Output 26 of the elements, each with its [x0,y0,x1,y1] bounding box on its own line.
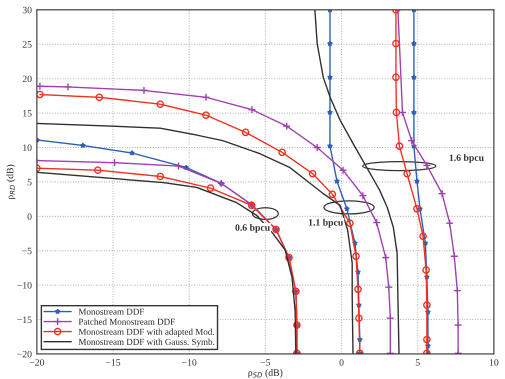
x-tick-label: −5 [260,359,270,366]
y-tick-label: −5 [22,248,32,254]
y-tick-label: 5 [28,178,32,186]
legend-label: Monostream DDF with adapted Mod. [78,328,214,337]
x-tick-label: 0 [339,359,344,366]
legend-label: Monostream DDF [78,308,144,315]
y-tick-label: 30 [22,6,32,14]
x-axis-title: ρ$_{SD}$ (dB) [248,369,282,378]
y-tick-label: −20 [17,350,32,358]
annotation: 1.1 bpcu [308,218,344,228]
x-tick-label: −10 [182,359,196,366]
y-tick-label: −15 [17,316,32,324]
legend-label: Monostream DDF with Gauss. Symb. [78,338,214,347]
annotation: 1.6 bpcu [450,154,484,163]
x-tick-label: −15 [106,359,120,366]
legend-label: Patched Monostream DDF [78,318,175,325]
x-tick-label: 10 [490,359,498,366]
y-axis-title: ρ$_{RD}$ (dB) [6,164,16,200]
y-tick-label: 10 [23,144,32,151]
y-tick-label: 0 [28,213,32,220]
y-tick-label: 15 [23,110,32,117]
y-tick-label: 20 [22,76,32,82]
y-tick-label: 25 [22,41,32,48]
y-tick-label: −10 [17,282,32,289]
x-tick-label: 5 [416,359,420,366]
annotation: 0.6 bpcu [235,224,270,233]
